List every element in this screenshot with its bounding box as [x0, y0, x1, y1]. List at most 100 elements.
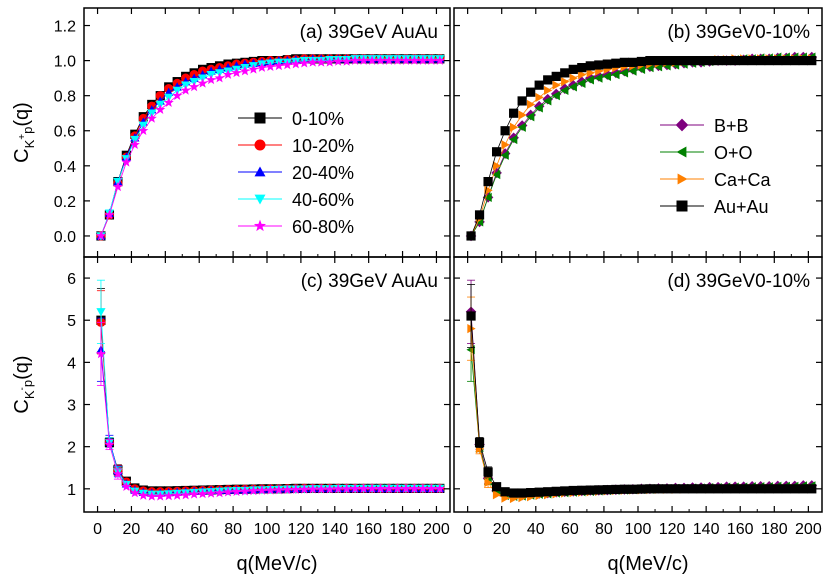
data-point — [798, 484, 808, 494]
data-point — [543, 487, 553, 497]
legend-marker — [677, 173, 688, 185]
data-point — [273, 484, 284, 495]
data-point — [383, 55, 395, 65]
data-point — [807, 56, 817, 66]
data-point — [730, 484, 740, 494]
series-line — [470, 328, 812, 499]
data-point — [474, 210, 485, 220]
legend-marker — [254, 139, 266, 151]
data-point — [704, 484, 715, 494]
data-point — [747, 56, 757, 66]
data-point — [773, 56, 783, 66]
series-line — [100, 58, 440, 237]
data-point — [146, 491, 157, 501]
data-point — [662, 56, 672, 66]
legend-label: 40-60% — [292, 190, 354, 210]
data-point — [544, 85, 553, 96]
data-point — [206, 488, 217, 498]
series-d-O+O — [466, 317, 816, 502]
y-tick-label: 0.0 — [54, 229, 76, 246]
series-line — [100, 322, 440, 493]
data-point — [214, 487, 225, 498]
data-point — [578, 70, 587, 80]
legend-label: B+B — [714, 116, 749, 136]
data-point — [645, 484, 655, 494]
data-point — [602, 485, 612, 495]
data-point — [560, 486, 570, 496]
panel-label-d: (d) 39GeV0-10% — [667, 271, 810, 292]
data-point — [764, 484, 774, 494]
y-tick-label: 6 — [67, 271, 76, 288]
data-point — [155, 91, 165, 101]
data-point — [129, 139, 140, 150]
panel-label-b: (b) 39GeV0-10% — [667, 22, 810, 43]
series-d-B+B — [465, 279, 818, 501]
data-point — [730, 56, 740, 66]
data-point — [358, 483, 369, 494]
data-point — [739, 56, 749, 66]
data-point — [248, 485, 259, 496]
data-point — [96, 308, 106, 317]
data-point — [577, 63, 587, 73]
data-point — [426, 483, 437, 494]
data-point — [483, 176, 493, 187]
y-axis-title-part: (q) — [11, 355, 33, 379]
series-line — [100, 353, 440, 497]
data-point — [466, 231, 476, 241]
data-point — [679, 56, 689, 66]
series-line — [100, 349, 440, 494]
y-axis-title-part: + — [17, 134, 28, 140]
legend-marker — [254, 112, 266, 124]
x-tick-label: 80 — [595, 521, 613, 538]
data-point — [594, 60, 604, 70]
series-c-60-80% — [95, 321, 445, 501]
data-point — [501, 140, 510, 150]
series-line — [470, 349, 812, 497]
data-point — [104, 439, 115, 449]
series-line — [100, 58, 440, 237]
data-point — [316, 57, 327, 67]
data-point — [417, 483, 428, 494]
series-c-0-10% — [96, 288, 445, 496]
data-point — [628, 57, 638, 67]
panel-label-c: (c) 39GeV AuAu — [301, 271, 438, 292]
series-d-Ca+Ca — [467, 296, 817, 504]
x-tick-label: 140 — [693, 521, 720, 538]
x-tick-label: 80 — [224, 521, 242, 538]
data-point — [509, 488, 519, 498]
legend-marker — [675, 118, 689, 132]
data-point — [636, 56, 647, 67]
data-point — [95, 230, 106, 241]
y-axis-title: CK+p(q) — [11, 102, 37, 163]
x-tick-label: 40 — [156, 521, 174, 538]
data-point — [517, 122, 526, 132]
data-point — [333, 483, 344, 494]
data-point — [636, 64, 646, 74]
series-line — [100, 58, 440, 237]
data-point — [231, 486, 242, 497]
legend-label: Ca+Ca — [714, 170, 772, 190]
data-point — [163, 97, 174, 107]
data-point — [696, 56, 706, 66]
data-point — [534, 80, 544, 90]
y-tick-label: 1 — [67, 482, 76, 499]
series-line — [100, 320, 440, 492]
data-point — [492, 161, 502, 171]
legend-label: 10-20% — [292, 136, 354, 156]
data-point — [466, 311, 476, 321]
data-point — [197, 78, 208, 88]
data-layer — [95, 51, 818, 504]
data-point — [739, 484, 749, 494]
data-point — [95, 348, 106, 359]
x-tick-label: 20 — [493, 521, 511, 538]
data-point — [483, 467, 493, 477]
data-point — [189, 81, 200, 92]
data-point — [509, 134, 518, 145]
data-point — [509, 108, 519, 118]
data-point — [214, 72, 225, 83]
data-point — [358, 55, 369, 65]
legend-label: 0-10% — [292, 109, 344, 129]
data-point — [112, 181, 123, 192]
data-point — [256, 485, 267, 495]
legend-marker — [676, 200, 688, 212]
